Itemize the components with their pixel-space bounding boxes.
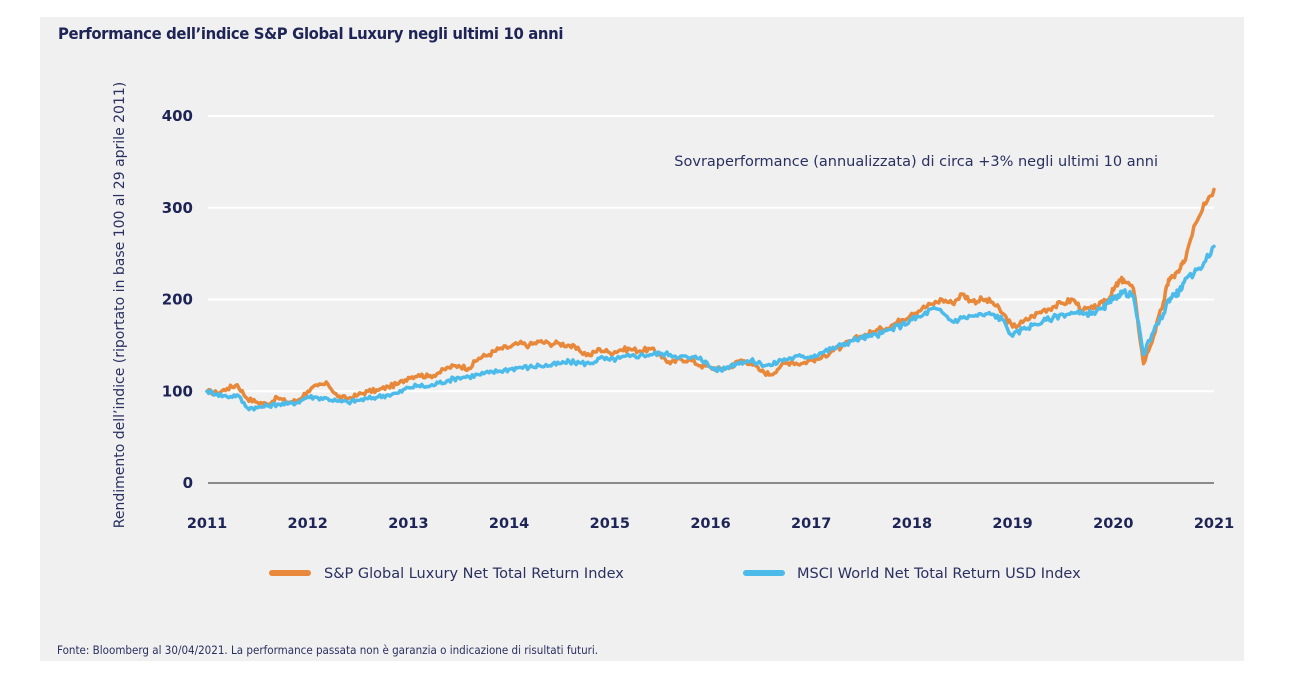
series-lines [205,187,1216,412]
x-tick-label: 2017 [791,516,831,532]
y-tick-label: 0 [183,474,193,492]
legend-label-sp-global-luxury: S&P Global Luxury Net Total Return Index [324,566,624,582]
y-axis-ticks: 0 100 200 300 400 [162,107,193,492]
y-tick-label: 100 [162,382,193,400]
series-line-sp-global-luxury [205,187,1216,407]
x-tick-label: 2011 [187,516,227,532]
x-tick-label: 2013 [388,516,428,532]
gridlines [208,115,1214,484]
series-line-msci-world [205,244,1216,412]
chart-title: Performance dell’indice S&P Global Luxur… [58,24,564,43]
source-note: Fonte: Bloomberg al 30/04/2021. La perfo… [57,643,599,657]
chart-panel [40,17,1244,661]
x-tick-label: 2016 [690,516,730,532]
y-axis-title: Rendimento dell’indice (riportato in bas… [112,82,128,528]
x-tick-label: 2018 [892,516,932,532]
annotation-text: Sovraperformance (annualizzata) di circa… [674,154,1158,170]
x-tick-label: 2020 [1093,516,1133,532]
legend-label-msci-world: MSCI World Net Total Return USD Index [797,566,1081,582]
x-tick-label: 2015 [590,516,630,532]
y-tick-label: 200 [162,291,193,309]
x-tick-label: 2019 [992,516,1032,532]
y-tick-label: 400 [162,107,193,125]
x-tick-label: 2012 [288,516,328,532]
y-tick-label: 300 [162,199,193,217]
x-tick-label: 2021 [1194,516,1234,532]
x-axis-ticks: 2011 2012 2013 2014 2015 2016 2017 2018 2019 2020… [187,516,1234,532]
x-tick-label: 2014 [489,516,529,532]
legend: S&P Global Luxury Net Total Return Index… [269,566,1081,582]
